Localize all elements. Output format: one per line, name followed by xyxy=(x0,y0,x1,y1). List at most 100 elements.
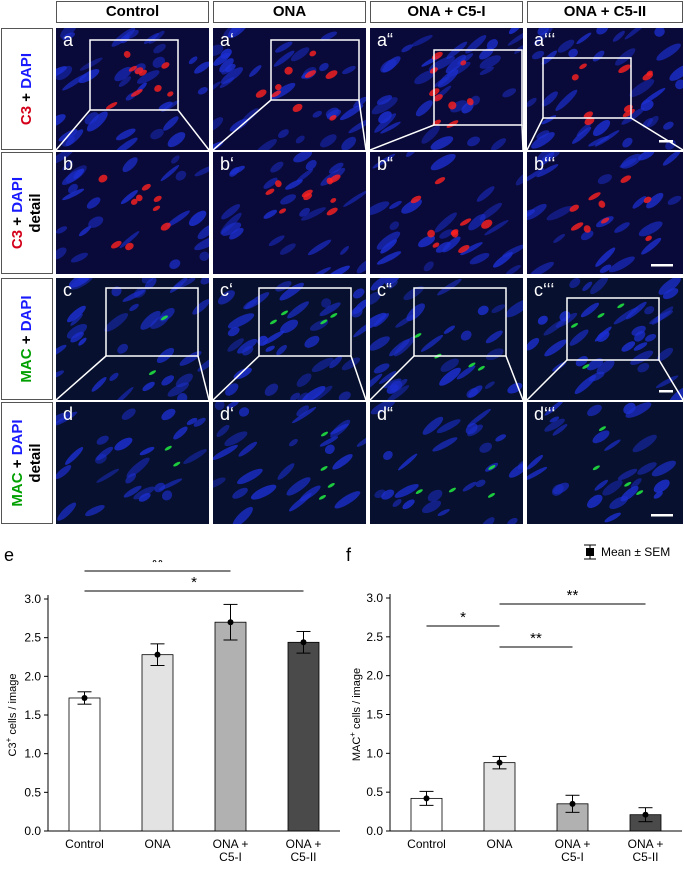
zoom-line xyxy=(630,117,683,150)
stain-label-segment: DAPI xyxy=(9,419,26,456)
dapi-nucleus xyxy=(505,264,521,274)
dapi-nucleus xyxy=(631,325,646,336)
c3-stain xyxy=(579,63,587,70)
dapi-nucleus xyxy=(580,230,594,241)
dapi-nucleus xyxy=(65,447,84,465)
dapi-nucleus xyxy=(432,437,458,452)
dapi-nucleus xyxy=(658,278,681,295)
dapi-nucleus xyxy=(491,138,507,150)
dapi-nucleus xyxy=(527,203,547,221)
dapi-nucleus xyxy=(637,462,657,475)
micrograph-panel: a xyxy=(56,28,209,150)
dapi-nucleus xyxy=(481,517,495,524)
dapi-nucleus xyxy=(465,35,487,54)
dapi-nucleus xyxy=(136,70,160,84)
dapi-nucleus xyxy=(557,39,575,53)
dapi-nucleus xyxy=(296,373,312,387)
y-tick-label: 1.5 xyxy=(366,708,383,722)
dapi-nucleus xyxy=(120,189,138,205)
c3-stain xyxy=(160,222,171,231)
dapi-nucleus xyxy=(214,402,225,411)
y-tick-label: 2.0 xyxy=(24,669,41,683)
panel-label: a‘ xyxy=(220,30,235,50)
panel-label: c‘‘‘ xyxy=(534,280,555,300)
c3-stain xyxy=(620,175,632,183)
dapi-nucleus xyxy=(621,341,636,352)
dapi-nucleus xyxy=(430,136,454,150)
mac-stain xyxy=(148,370,157,376)
dapi-nucleus xyxy=(515,172,523,186)
dapi-nucleus xyxy=(608,256,635,273)
row-label-a-text: C3 + DAPI xyxy=(18,53,36,125)
dapi-nucleus xyxy=(197,223,209,240)
zoom-box xyxy=(433,49,523,126)
dapi-nucleus xyxy=(142,381,155,392)
dapi-nucleus xyxy=(462,481,477,492)
column-header-control: Control xyxy=(56,1,209,23)
mac-stain xyxy=(488,465,496,470)
dapi-nucleus xyxy=(541,152,560,162)
dapi-nucleus xyxy=(192,299,209,315)
stain-label-segment: DAPI xyxy=(18,295,35,332)
panel-label: c xyxy=(63,280,72,300)
c3-stain xyxy=(643,196,652,204)
dapi-nucleus xyxy=(139,446,155,456)
y-tick-label: 0.5 xyxy=(24,785,41,799)
dapi-nucleus xyxy=(328,162,344,174)
dapi-nucleus xyxy=(604,512,621,523)
dapi-nucleus xyxy=(602,479,623,496)
mac-stain xyxy=(414,333,422,338)
c3-stain xyxy=(271,90,282,98)
dapi-nucleus xyxy=(300,207,326,221)
zoom-line xyxy=(197,355,209,400)
dapi-nucleus xyxy=(280,319,299,334)
dapi-nucleus xyxy=(311,385,333,400)
significance-label: ** xyxy=(152,560,164,571)
dapi-nucleus xyxy=(173,426,188,440)
panel-letter-e: e xyxy=(4,545,15,565)
dapi-nucleus xyxy=(133,287,147,298)
dapi-nucleus xyxy=(653,479,670,493)
dapi-nucleus xyxy=(160,164,180,182)
dapi-nucleus xyxy=(86,111,108,132)
dapi-nucleus xyxy=(114,66,133,82)
bar xyxy=(68,697,101,832)
c3-stain xyxy=(275,84,282,91)
c3-stain xyxy=(481,219,493,229)
x-tick-label-line: C5-I xyxy=(219,850,242,864)
micrograph-image xyxy=(213,152,366,274)
x-tick-label: Control xyxy=(65,837,104,851)
dapi-nucleus xyxy=(229,227,244,240)
c3-stain xyxy=(138,69,147,76)
micrograph-image xyxy=(527,278,683,400)
dapi-nucleus xyxy=(569,329,589,346)
dapi-nucleus xyxy=(484,220,509,236)
dapi-nucleus xyxy=(238,407,250,417)
dapi-nucleus xyxy=(614,222,630,233)
dapi-nucleus xyxy=(440,358,459,372)
row-label-d: MAC + DAPI detail xyxy=(1,402,53,524)
dapi-nucleus xyxy=(372,153,396,169)
dapi-nucleus xyxy=(68,278,92,288)
scale-bar xyxy=(651,514,673,517)
c3-stain xyxy=(275,180,282,188)
dapi-nucleus xyxy=(329,356,342,369)
dapi-nucleus xyxy=(291,406,317,424)
dapi-nucleus xyxy=(502,244,523,258)
dapi-nucleus xyxy=(62,32,75,41)
micrograph-panel: c‘‘‘ xyxy=(527,278,683,400)
mac-stain xyxy=(318,494,326,500)
dapi-nucleus xyxy=(73,168,85,179)
y-axis-label-part: cells / image xyxy=(7,674,19,738)
row-label-b-text: C3 + DAPI detail xyxy=(9,177,45,249)
mean-point xyxy=(642,811,649,818)
bar xyxy=(287,641,320,832)
dapi-nucleus xyxy=(119,231,140,249)
c3-stain xyxy=(301,189,313,198)
dapi-nucleus xyxy=(241,108,259,125)
dapi-nucleus xyxy=(582,281,593,292)
dapi-nucleus xyxy=(250,484,277,500)
y-tick-label: 1.0 xyxy=(366,746,383,760)
dapi-nucleus xyxy=(67,305,86,323)
dapi-nucleus xyxy=(675,79,683,90)
